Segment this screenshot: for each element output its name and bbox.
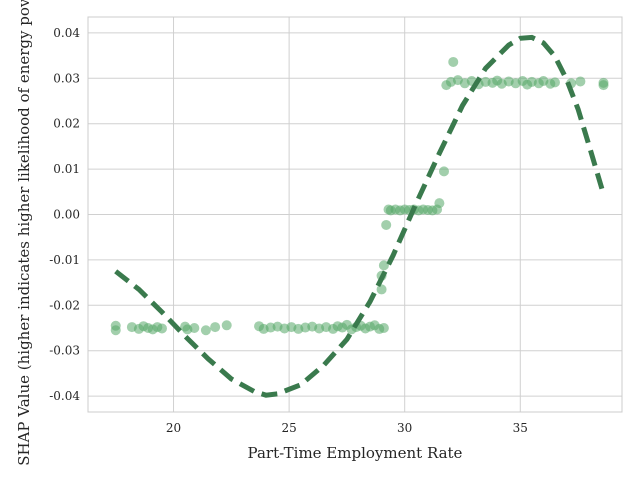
plot-frame bbox=[87, 16, 623, 413]
x-axis-label: Part-Time Employment Rate bbox=[248, 444, 463, 462]
data-point bbox=[210, 322, 221, 333]
trend-line bbox=[114, 34, 606, 398]
data-point bbox=[376, 284, 387, 295]
y-tick-label: -0.03 bbox=[49, 344, 80, 358]
data-point bbox=[448, 56, 459, 67]
x-tick-label: 25 bbox=[281, 421, 296, 435]
y-tick-label: -0.02 bbox=[49, 298, 80, 312]
data-point bbox=[378, 260, 389, 271]
y-tick-label: -0.01 bbox=[49, 253, 80, 267]
data-point bbox=[378, 323, 389, 334]
x-tick-label: 20 bbox=[166, 421, 181, 435]
x-tick-label: 35 bbox=[513, 421, 528, 435]
y-tick-label: -0.04 bbox=[49, 389, 80, 403]
data-point bbox=[200, 325, 211, 336]
x-tick-labels: 20 25 30 35 bbox=[166, 421, 528, 435]
y-tick-labels: -0.04 -0.03 -0.02 -0.01 0.00 0.01 0.02 0.03 0.04 bbox=[49, 26, 80, 403]
y-tick-label: 0.00 bbox=[53, 208, 80, 222]
data-point bbox=[156, 323, 167, 334]
data-points bbox=[110, 56, 609, 336]
data-point bbox=[598, 80, 609, 91]
y-axis-label: SHAP Value (higher indicates higher like… bbox=[15, 0, 33, 466]
data-point bbox=[110, 325, 121, 336]
data-point bbox=[575, 76, 586, 87]
data-point bbox=[439, 166, 449, 177]
y-tick-label: 0.01 bbox=[53, 162, 80, 176]
data-point bbox=[221, 320, 232, 331]
y-tick-label: 0.02 bbox=[53, 117, 80, 131]
y-tick-label: 0.03 bbox=[53, 71, 80, 85]
data-point bbox=[381, 219, 392, 230]
data-point bbox=[549, 77, 560, 88]
x-tick-label: 30 bbox=[397, 421, 412, 435]
data-point bbox=[189, 323, 200, 334]
data-point bbox=[434, 198, 445, 209]
grid-lines bbox=[88, 17, 622, 412]
y-tick-label: 0.04 bbox=[53, 26, 80, 40]
